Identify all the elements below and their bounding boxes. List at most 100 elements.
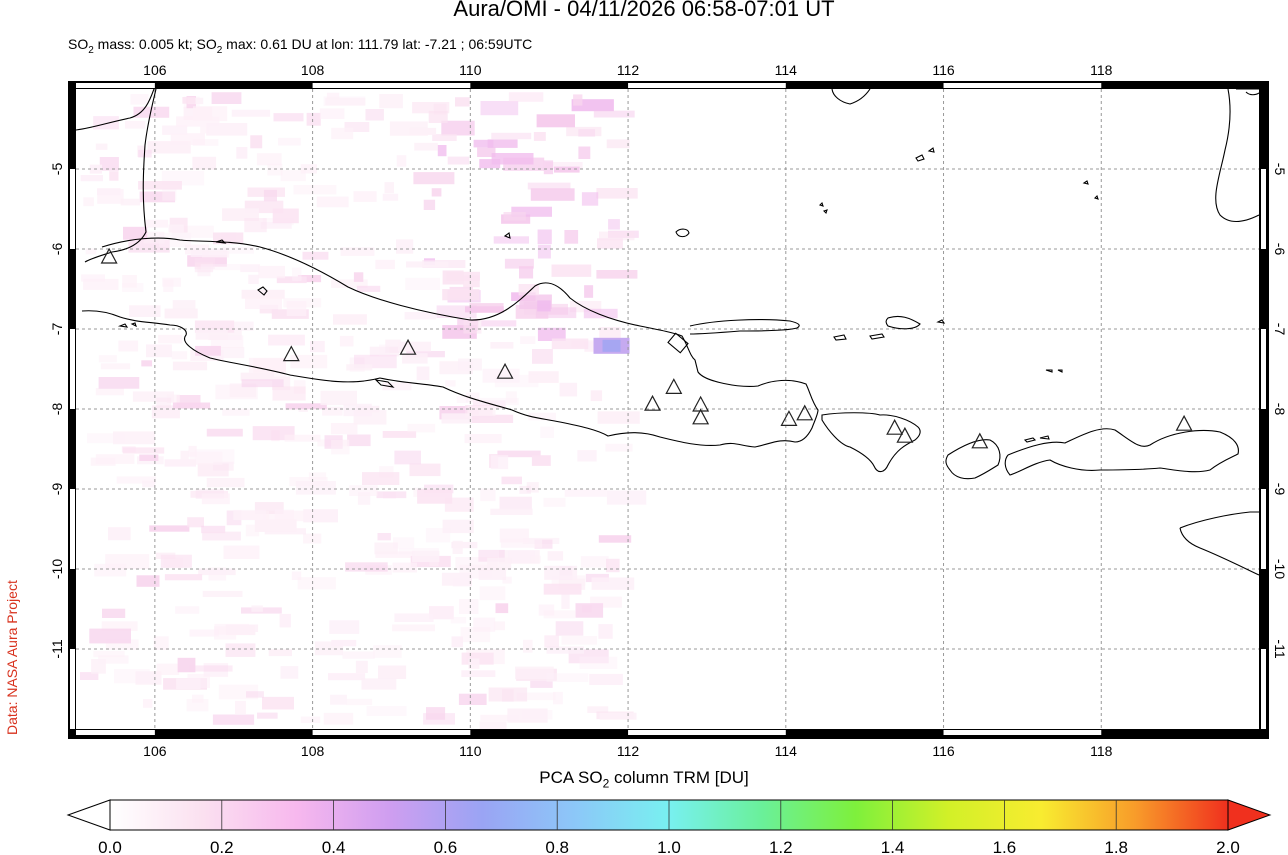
so2-cell xyxy=(519,485,531,494)
so2-cell xyxy=(290,354,328,369)
so2-cell xyxy=(100,363,131,370)
frame-segment-right xyxy=(1261,169,1266,249)
so2-cell xyxy=(171,351,188,360)
so2-cell xyxy=(285,403,327,410)
so2-cell xyxy=(108,527,131,541)
so2-cell xyxy=(182,97,196,104)
so2-cell xyxy=(455,97,470,107)
so2-cell xyxy=(192,139,219,146)
so2-cell xyxy=(527,182,571,190)
lon-tick-label-top: 116 xyxy=(932,62,955,78)
so2-cell xyxy=(406,261,449,268)
so2-cell xyxy=(490,455,509,470)
so2-cell xyxy=(379,94,403,109)
so2-cell xyxy=(384,182,394,194)
so2-cell xyxy=(168,224,184,233)
coastline-sulawesi xyxy=(1215,89,1259,222)
colorbar-tick-label: 2.0 xyxy=(1216,838,1240,855)
so2-cell xyxy=(187,517,204,528)
colorbar-title-a: PCA SO xyxy=(539,768,603,787)
lat-tick-label-left: -10 xyxy=(49,559,65,579)
so2-cell xyxy=(450,617,467,624)
so2-cell xyxy=(482,368,520,383)
so2-cell xyxy=(473,139,494,148)
so2-cell xyxy=(396,155,407,167)
so2-cell xyxy=(331,127,354,140)
frame-segment-bottom xyxy=(76,730,155,735)
so2-cell xyxy=(201,493,230,505)
so2-cell xyxy=(156,397,172,408)
subtitle-part-a: SO xyxy=(68,36,89,52)
so2-cell xyxy=(382,382,412,391)
frame-segment-right xyxy=(1261,489,1266,569)
so2-cell xyxy=(330,694,347,705)
so2-cell xyxy=(331,440,350,455)
frame-segment-left xyxy=(70,649,75,729)
so2-cell xyxy=(203,663,229,677)
volcano-marker xyxy=(971,432,989,449)
lon-tick-label-bottom: 108 xyxy=(301,743,325,759)
so2-cell xyxy=(195,345,221,356)
subtitle-sub-a: 2 xyxy=(88,44,94,56)
so2-cell xyxy=(433,103,447,115)
lat-tick-label-left: -6 xyxy=(49,243,65,256)
frame-segment-top xyxy=(76,83,155,88)
so2-cell xyxy=(342,651,375,659)
so2-cell xyxy=(193,106,228,122)
so2-cell xyxy=(344,122,370,132)
so2-cell xyxy=(268,334,305,346)
so2-cell xyxy=(139,454,159,461)
volcano-marker xyxy=(796,404,814,421)
so2-cell xyxy=(295,481,336,495)
so2-cell xyxy=(515,666,554,680)
so2-cell xyxy=(605,443,633,452)
so2-cell xyxy=(302,251,329,260)
so2-cell xyxy=(537,244,551,259)
so2-cell xyxy=(142,480,155,488)
so2-cell xyxy=(98,355,117,363)
so2-cell xyxy=(575,603,604,618)
frame-segment-bottom xyxy=(943,730,1102,735)
so2-cell xyxy=(578,146,591,159)
so2-cell xyxy=(452,540,463,554)
so2-cell xyxy=(353,272,364,282)
lon-tick-label-bottom: 114 xyxy=(775,743,798,759)
so2-cell xyxy=(223,545,260,559)
so2-cell xyxy=(346,364,373,371)
so2-cell xyxy=(365,109,384,121)
so2-cell xyxy=(437,145,447,157)
lat-tick-label-right: -8 xyxy=(1272,403,1288,416)
so2-cell xyxy=(340,247,375,256)
so2-cell xyxy=(162,125,188,135)
so2-cell xyxy=(412,550,440,563)
so2-cell xyxy=(598,624,613,639)
chart-subtitle: SO2 mass: 0.005 kt; SO2 max: 0.61 DU at … xyxy=(68,36,532,56)
lat-tick-label-left: -8 xyxy=(49,403,65,416)
so2-cell xyxy=(136,575,160,587)
so2-cell xyxy=(186,699,209,712)
map-figure: 106 106 108 108 110 110 112 112 114 114 116 116 118 1… xyxy=(49,62,1288,759)
so2-cell xyxy=(162,187,177,201)
so2-cell xyxy=(274,509,294,521)
so2-cell xyxy=(133,106,170,118)
volcano-marker xyxy=(665,378,683,394)
so2-cell xyxy=(394,450,421,465)
so2-cell xyxy=(95,143,108,150)
so2-cell xyxy=(310,340,325,353)
so2-cell xyxy=(459,599,479,614)
so2-cell xyxy=(222,208,259,221)
so2-cell xyxy=(431,188,442,197)
so2-cell xyxy=(328,673,366,681)
so2-cell xyxy=(392,562,417,573)
coastline-madura xyxy=(689,319,800,335)
so2-cell xyxy=(451,541,478,549)
frame-segment-left xyxy=(70,169,75,249)
so2-cell xyxy=(442,270,464,285)
so2-cell xyxy=(551,338,589,350)
so2-cell xyxy=(113,431,155,445)
coastline-java xyxy=(81,237,819,448)
so2-cell xyxy=(180,450,189,460)
so2-cell xyxy=(346,698,373,706)
colorbar-tick-label: 1.2 xyxy=(769,838,793,855)
so2-cell xyxy=(347,434,371,447)
